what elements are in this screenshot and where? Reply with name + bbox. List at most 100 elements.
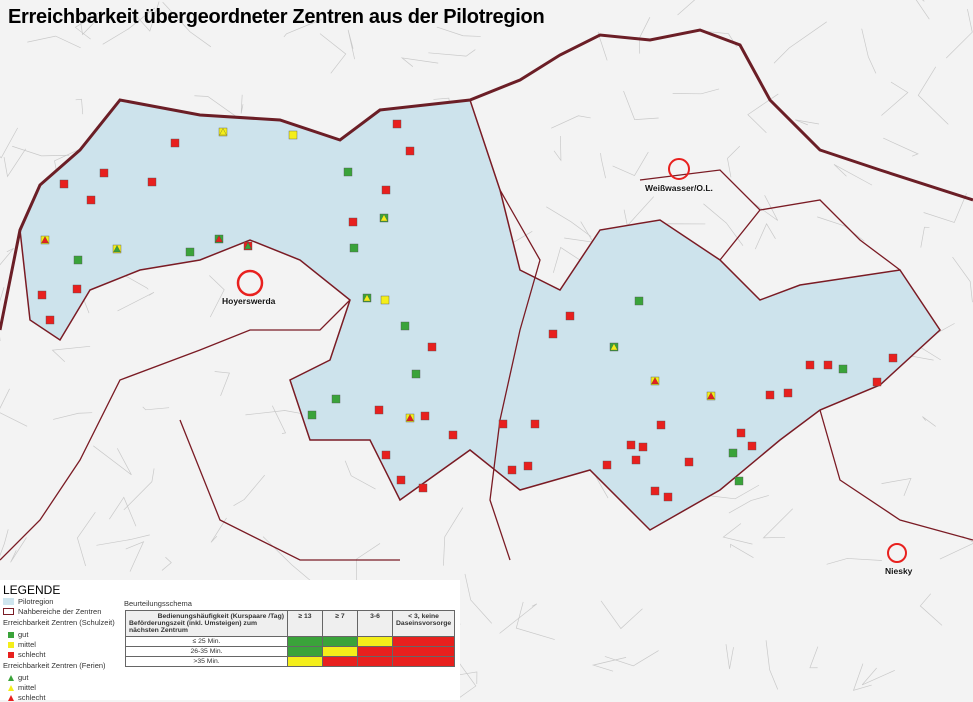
school-marker-schlecht[interactable] [548,329,558,339]
school-marker-schlecht[interactable] [45,315,55,325]
holiday-marker-schlecht[interactable] [406,414,414,422]
school-marker-schlecht[interactable] [72,284,82,294]
school-marker-gut[interactable] [73,255,83,265]
municipal-boundary [51,345,91,363]
municipal-boundary [53,412,93,420]
municipal-boundary [319,33,347,74]
holiday-marker-mittel[interactable] [219,128,227,136]
school-marker-schlecht[interactable] [523,461,533,471]
municipal-boundary [551,115,591,129]
school-marker-schlecht[interactable] [418,483,428,493]
schema-row-label: >35 Min. [125,656,288,667]
municipal-boundary [436,26,481,37]
school-marker-schlecht[interactable] [736,428,746,438]
holiday-marker-schlecht[interactable] [41,236,49,244]
school-marker-schlecht[interactable] [888,353,898,363]
school-marker-gut[interactable] [185,247,195,257]
school-marker-schlecht[interactable] [631,455,641,465]
holiday-marker-schlecht[interactable] [707,392,715,400]
municipal-boundary [922,416,936,427]
school-marker-gut[interactable] [331,394,341,404]
school-marker-schlecht[interactable] [59,179,69,189]
municipal-boundary [730,543,754,558]
municipal-boundary [833,164,873,186]
legend-ferien-gut: gut [18,673,29,682]
municipal-boundary [0,127,18,159]
municipal-boundary [920,226,930,248]
school-marker-schlecht[interactable] [427,342,437,352]
school-marker-schlecht[interactable] [530,419,540,429]
municipal-boundary [600,153,606,179]
school-marker-gut[interactable] [634,296,644,306]
municipal-boundary [591,657,627,672]
school-marker-schlecht[interactable] [602,460,612,470]
municipal-boundary [271,405,287,434]
school-marker-schlecht[interactable] [684,457,694,467]
school-marker-schlecht[interactable] [374,405,384,415]
country-border [0,28,973,331]
school-marker-gut[interactable] [838,364,848,374]
triangle-green-icon [8,674,14,681]
holiday-marker-schlecht[interactable] [651,377,659,385]
school-marker-schlecht[interactable] [86,195,96,205]
school-marker-schlecht[interactable] [381,185,391,195]
school-marker-schlecht[interactable] [396,475,406,485]
school-marker-schlecht[interactable] [381,450,391,460]
holiday-marker-schlecht[interactable] [215,235,223,243]
schema-cell-schlecht [391,646,456,657]
school-marker-gut[interactable] [307,410,317,420]
municipal-boundary [883,137,919,157]
schema-cell-schlecht [391,636,456,647]
school-marker-schlecht[interactable] [507,465,517,475]
school-marker-schlecht[interactable] [498,419,508,429]
holiday-marker-mittel[interactable] [363,294,371,302]
school-marker-gut[interactable] [728,448,738,458]
school-marker-gut[interactable] [400,321,410,331]
school-marker-schlecht[interactable] [420,411,430,421]
municipal-boundary [356,543,381,582]
legend-ferien-schlecht: schlecht [18,693,46,702]
school-marker-schlecht[interactable] [405,146,415,156]
school-marker-schlecht[interactable] [448,430,458,440]
holiday-marker-mittel[interactable] [610,343,618,351]
holiday-marker-mittel[interactable] [380,214,388,222]
schema-row: ≤ 25 Min. [125,636,456,647]
municipal-boundary [77,511,96,567]
schema-row: 26-35 Min. [125,646,456,657]
school-marker-schlecht[interactable] [170,138,180,148]
municipal-boundary [209,275,225,318]
school-marker-schlecht[interactable] [765,390,775,400]
school-marker-schlecht[interactable] [37,290,47,300]
school-marker-schlecht[interactable] [656,420,666,430]
municipal-boundary [233,474,265,507]
school-marker-schlecht[interactable] [348,217,358,227]
municipal-boundary [464,573,493,624]
school-marker-gut[interactable] [734,476,744,486]
school-marker-schlecht[interactable] [650,486,660,496]
school-marker-schlecht[interactable] [783,388,793,398]
school-marker-schlecht[interactable] [805,360,815,370]
center-hoyerswerda [236,269,264,297]
school-marker-schlecht[interactable] [872,377,882,387]
school-marker-schlecht[interactable] [626,440,636,450]
school-marker-schlecht[interactable] [99,168,109,178]
school-marker-schlecht[interactable] [147,177,157,187]
school-marker-schlecht[interactable] [565,311,575,321]
school-marker-gut[interactable] [343,167,353,177]
municipal-boundary [945,9,973,59]
school-marker-gut[interactable] [411,369,421,379]
square-green-icon [8,631,14,638]
municipal-boundary [711,484,760,500]
schema-col: < 3, keine Daseinsvorsorge [391,610,456,637]
school-marker-mittel[interactable] [288,130,298,140]
school-marker-gut[interactable] [349,243,359,253]
holiday-marker-gut[interactable] [113,245,121,253]
municipal-boundary [722,523,753,545]
school-marker-schlecht[interactable] [392,119,402,129]
school-marker-schlecht[interactable] [638,442,648,452]
school-marker-schlecht[interactable] [823,360,833,370]
school-marker-schlecht[interactable] [747,441,757,451]
school-marker-mittel[interactable] [380,295,390,305]
school-marker-schlecht[interactable] [663,492,673,502]
holiday-marker-gut[interactable] [244,242,252,250]
